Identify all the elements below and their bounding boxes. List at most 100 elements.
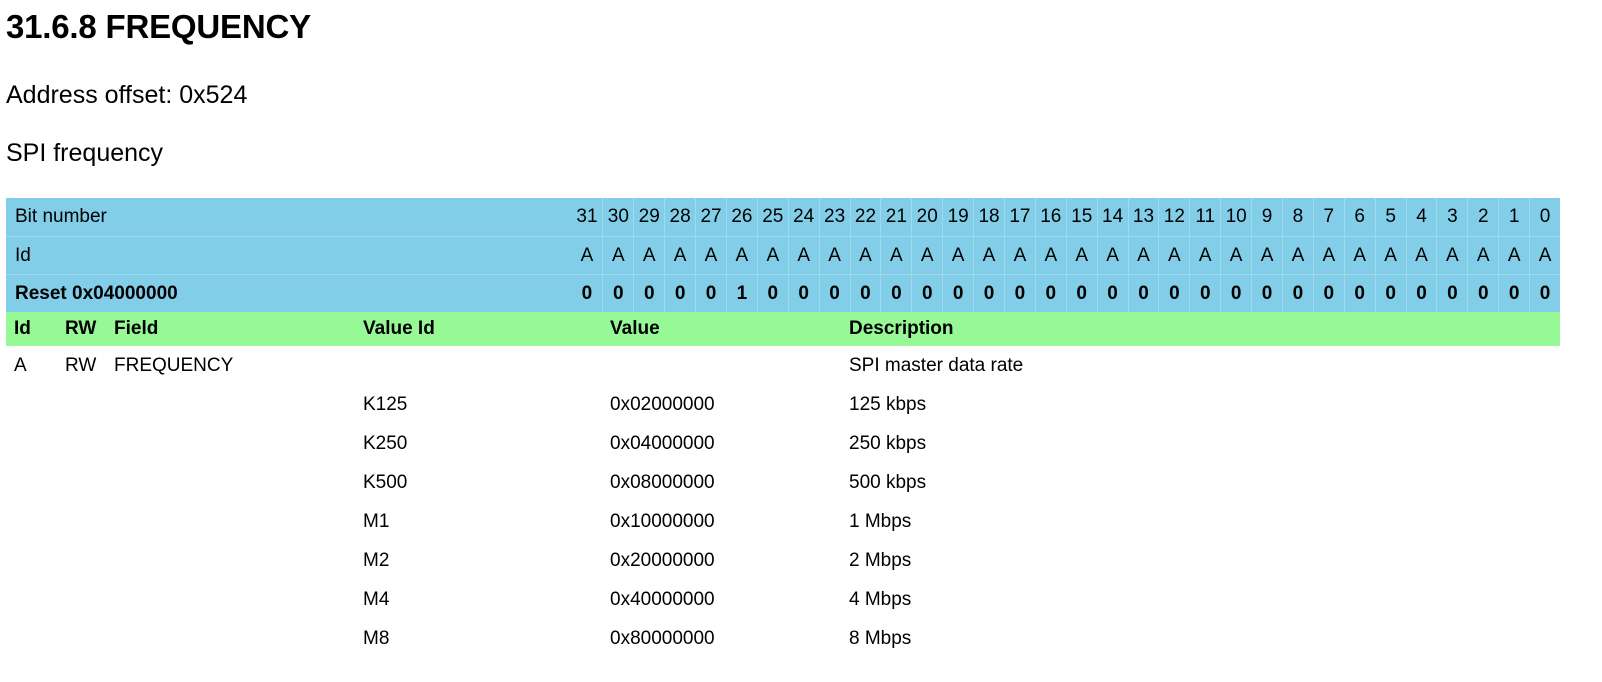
bit-id-cell: A — [1127, 237, 1159, 275]
reset-bit-cell: 0 — [1312, 275, 1344, 313]
bit-number-cell: 12 — [1158, 198, 1189, 236]
reset-bit-cell: 0 — [1220, 275, 1251, 313]
cell-value: 0x80000000 — [610, 628, 715, 649]
bit-id-cell: A — [664, 237, 695, 275]
register-description-text: SPI frequency — [6, 139, 164, 167]
bit-id-cell: A — [695, 237, 726, 275]
bit-id-cell: A — [1374, 237, 1406, 275]
table-row: K500 0x08000000 500 kbps — [6, 463, 1560, 502]
bit-id-cell: A — [942, 237, 973, 275]
bit-number-cell: 2 — [1467, 198, 1498, 236]
column-header-value-id: Value Id — [363, 318, 435, 339]
address-offset-text: Address offset: 0x524 — [6, 81, 248, 109]
cell-rw: RW — [65, 355, 97, 376]
bit-id-cell: A — [973, 237, 1004, 275]
table-row: K250 0x04000000 250 kbps — [6, 424, 1560, 463]
reset-bit-cell: 0 — [581, 283, 593, 304]
reset-bit-cell: 0 — [1405, 275, 1437, 313]
bit-id-cell: A — [1034, 237, 1066, 275]
bit-id-cell: A — [818, 237, 850, 275]
bit-id-cell: A — [602, 237, 633, 275]
reset-bit-cell: 0 — [911, 275, 942, 313]
cell-value-id: K125 — [363, 394, 408, 415]
reset-bit-cell: 0 — [1065, 275, 1097, 313]
bit-id-cell: A — [849, 237, 881, 275]
cell-value: 0x08000000 — [610, 472, 715, 493]
bit-number-cell: 7 — [1312, 198, 1344, 236]
bit-number-cell: 18 — [973, 198, 1004, 236]
cell-description: 500 kbps — [849, 472, 927, 493]
bit-number-cell: 20 — [911, 198, 942, 236]
bit-number-cell: 0 — [1529, 198, 1560, 236]
bit-number-cell: 3 — [1436, 198, 1467, 236]
reset-bit-cell: 0 — [695, 275, 726, 313]
bit-number-cell: 27 — [695, 198, 726, 236]
bit-number-cell: 23 — [818, 198, 850, 236]
column-header-id: Id — [14, 318, 31, 339]
bit-number-cell: 24 — [787, 198, 819, 236]
reset-bit-cell: 0 — [1436, 275, 1467, 313]
cell-value: 0x10000000 — [610, 511, 715, 532]
bit-number-cell: 14 — [1096, 198, 1128, 236]
cell-value-id: K250 — [363, 433, 408, 454]
field-table-body: A RW FREQUENCY SPI master data rate K125 0x02… — [6, 346, 1560, 658]
bit-id-cell: A — [1281, 237, 1313, 275]
bit-id-cell: A — [1436, 237, 1467, 275]
reset-bit-cell: 0 — [818, 275, 850, 313]
bit-number-cell: 21 — [880, 198, 911, 236]
bit-number-row: Bit number 31 30 29 28 27 26 25 24 23 22 21 20 19 18 1… — [6, 198, 1560, 236]
cell-value: 0x40000000 — [610, 589, 715, 610]
cell-value: 0x04000000 — [610, 433, 715, 454]
table-row: M8 0x80000000 8 Mbps — [6, 619, 1560, 658]
bit-number-cell: 15 — [1065, 198, 1097, 236]
bit-id-cell: A — [880, 237, 911, 275]
bit-number-cell: 25 — [756, 198, 788, 236]
table-row: K125 0x02000000 125 kbps — [6, 385, 1560, 424]
bit-number-cell: 1 — [1498, 198, 1529, 236]
bit-number-cell: 5 — [1374, 198, 1406, 236]
reset-bit-cell: 0 — [973, 275, 1004, 313]
table-row: M4 0x40000000 4 Mbps — [6, 580, 1560, 619]
bit-id-cell: A — [1251, 237, 1282, 275]
bit-number-cell: 22 — [849, 198, 881, 236]
bit-number-row-label: Bit number — [15, 206, 107, 227]
reset-bit-cell: 1 — [725, 275, 757, 313]
cell-description: SPI master data rate — [849, 355, 1024, 376]
bit-number-cell: 30 — [602, 198, 633, 236]
cell-value: 0x02000000 — [610, 394, 715, 415]
reset-bit-cell: 0 — [1034, 275, 1066, 313]
bit-id-cell: A — [787, 237, 819, 275]
cell-value: 0x20000000 — [610, 550, 715, 571]
reset-bit-cell: 0 — [1127, 275, 1159, 313]
reset-bit-cell: 0 — [1281, 275, 1313, 313]
reset-bit-cell: 0 — [1189, 275, 1220, 313]
reset-bit-cell: 0 — [664, 275, 695, 313]
reset-bit-cell: 0 — [787, 275, 819, 313]
cell-description: 250 kbps — [849, 433, 927, 454]
cell-value-id: M4 — [363, 589, 390, 610]
cell-value-id: M1 — [363, 511, 390, 532]
bit-id-cell: A — [1312, 237, 1344, 275]
column-header-value: Value — [610, 318, 660, 339]
bit-number-cell: 6 — [1343, 198, 1375, 236]
bit-number-cell: 13 — [1127, 198, 1159, 236]
bit-number-cell: 16 — [1034, 198, 1066, 236]
reset-value-row-label: Reset 0x04000000 — [15, 283, 178, 304]
bit-id-cell: A — [1220, 237, 1251, 275]
bit-id-cell: A — [1343, 237, 1375, 275]
reset-bit-cell: 0 — [1374, 275, 1406, 313]
reset-bit-cell: 0 — [1467, 275, 1498, 313]
field-table-header: Id RW Field Value Id Value Description — [6, 312, 1560, 346]
column-header-description: Description — [849, 318, 954, 339]
reset-bit-cell: 0 — [1498, 275, 1529, 313]
bit-id-cell: A — [1498, 237, 1529, 275]
bit-id-cell: A — [580, 245, 594, 266]
bit-number-cell: 10 — [1220, 198, 1251, 236]
page-title: 31.6.8 FREQUENCY — [6, 8, 311, 45]
bit-id-cell: A — [1158, 237, 1189, 275]
bit-id-cell: A — [756, 237, 788, 275]
